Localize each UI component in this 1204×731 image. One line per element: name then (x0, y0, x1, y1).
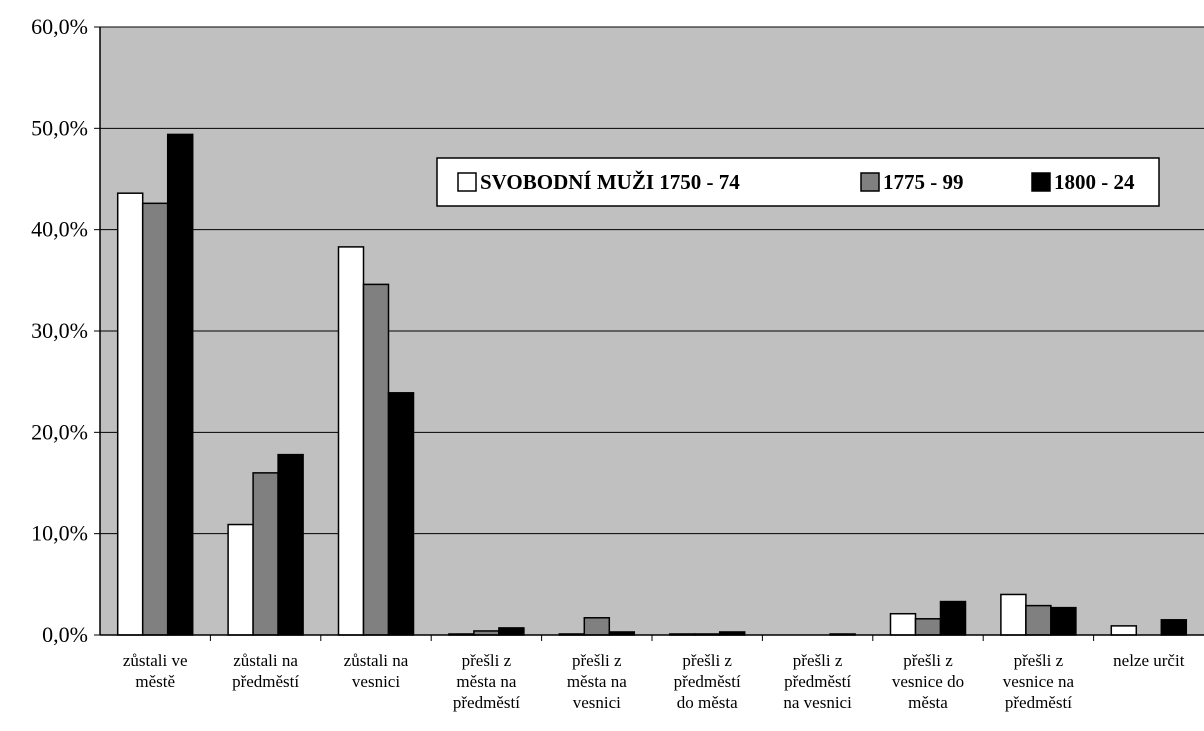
bar (362, 283, 390, 636)
category-label: přešli z (462, 651, 512, 670)
category-label: města (908, 693, 948, 712)
legend-label: 1775 - 99 (883, 170, 964, 194)
category-label: přešli z (793, 651, 843, 670)
category-label: zůstali ve (123, 651, 188, 670)
y-tick-label: 40,0% (31, 217, 88, 242)
category-label: předměstí (674, 672, 741, 691)
category-label: předměstí (1005, 693, 1072, 712)
y-tick-label: 60,0% (31, 14, 88, 39)
bar (1000, 593, 1027, 636)
y-tick-label: 0,0% (42, 622, 88, 647)
category-label: nelze určit (1113, 651, 1185, 670)
y-tick-label: 20,0% (31, 419, 88, 444)
bar (277, 453, 304, 636)
category-label: vesnici (573, 693, 621, 712)
category-label: městě (135, 672, 175, 691)
legend-swatch (860, 172, 880, 192)
category-label: předměstí (453, 693, 520, 712)
bar (337, 246, 365, 636)
category-label: předměstí (232, 672, 299, 691)
category-label: vesnice do (892, 672, 964, 691)
bar (914, 618, 942, 636)
category-label: města na (567, 672, 627, 691)
category-label: zůstali na (233, 651, 298, 670)
bar (1025, 604, 1052, 636)
bar (141, 202, 169, 636)
y-tick-label: 30,0% (31, 318, 88, 343)
bar (166, 133, 194, 636)
category-label: na vesnici (783, 693, 852, 712)
bar (583, 617, 611, 636)
y-tick-labels: 0,0% 10,0% 20,0% 30,0% 40,0% 50,0% 60,0% (31, 14, 88, 647)
category-label: přešli z (1014, 651, 1064, 670)
bar (1050, 606, 1077, 636)
y-tick-label: 50,0% (31, 115, 88, 140)
category-label: zůstali na (344, 651, 409, 670)
bar (1110, 625, 1138, 636)
legend-swatch (1031, 172, 1051, 192)
category-label: přešli z (903, 651, 953, 670)
legend-label: SVOBODNÍ MUŽI 1750 - 74 (480, 170, 740, 194)
bar (889, 612, 917, 636)
bar (116, 192, 144, 636)
legend: SVOBODNÍ MUŽI 1750 - 74 1775 - 99 1800 - 2… (436, 157, 1160, 207)
bar (387, 392, 415, 636)
y-tick-label: 10,0% (31, 521, 88, 546)
category-label: předměstí (784, 672, 851, 691)
category-label: vesnici (352, 672, 400, 691)
bar (939, 600, 967, 636)
legend-label: 1800 - 24 (1054, 170, 1135, 194)
category-label: do města (677, 693, 738, 712)
bar (1160, 619, 1188, 636)
bar (498, 627, 525, 636)
bar (227, 523, 254, 636)
axes (94, 26, 1204, 641)
legend-swatch (457, 172, 477, 192)
bar (252, 472, 279, 636)
category-labels: zůstali ve městě zůstali na předměstí zůstal… (123, 651, 1185, 712)
bars (116, 133, 1188, 636)
category-label: přešli z (572, 651, 622, 670)
category-label: vesnice na (1003, 672, 1075, 691)
category-label: města na (456, 672, 516, 691)
category-label: přešli z (682, 651, 732, 670)
